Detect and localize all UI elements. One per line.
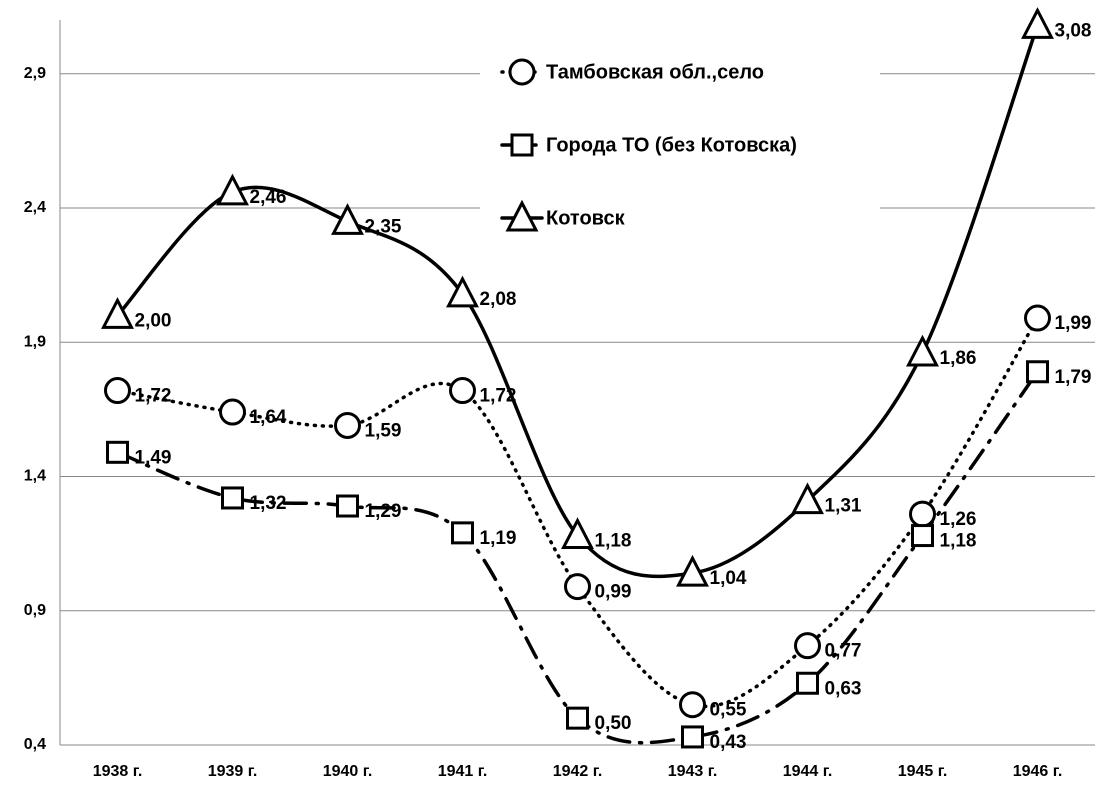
x-tick-label: 1938 г. [93,763,143,780]
data-label: 0,55 [710,700,747,721]
data-label: 2,35 [365,216,402,237]
data-point [449,377,476,405]
data-point [219,398,246,426]
data-point [676,554,709,587]
data-point [336,494,359,518]
data-label: 1,86 [940,348,977,369]
data-label: 1,32 [250,493,287,514]
legend-label: Котовск [546,207,626,229]
x-tick-label: 1940 г. [323,763,373,780]
data-point [451,521,474,545]
y-tick-label: 0,9 [24,602,46,619]
y-tick-label: 2,9 [24,65,46,82]
data-label: 1,49 [135,447,172,468]
data-label: 1,19 [480,528,517,549]
data-label: 0,63 [825,678,862,699]
data-point [681,725,704,749]
data-point [794,632,821,660]
y-tick-label: 1,9 [24,333,46,350]
y-tick-label: 0,4 [24,736,46,753]
data-label: 2,46 [250,187,287,208]
data-label: 0,77 [825,641,862,662]
data-label: 1,29 [365,501,402,522]
data-label: 1,04 [710,568,747,589]
data-label: 0,50 [595,713,632,734]
data-label: 0,99 [595,582,632,603]
data-label: 1,26 [940,509,977,530]
data-label: 2,00 [135,310,172,331]
data-label: 3,08 [1055,20,1092,41]
x-tick-label: 1939 г. [208,763,258,780]
data-label: 0,43 [710,732,747,753]
data-point [104,377,131,405]
data-label: 1,59 [365,420,402,441]
y-tick-label: 1,4 [24,468,46,485]
data-label: 1,18 [940,531,977,552]
series-line [115,316,1040,708]
x-tick-label: 1944 г. [783,763,833,780]
data-point [906,334,939,367]
data-point [679,691,706,719]
legend-marker [510,133,534,157]
data-point [791,482,824,515]
data-label: 1,72 [135,386,172,407]
data-point [561,517,594,550]
data-point [216,173,249,206]
x-tick-label: 1942 г. [553,763,603,780]
data-point [1026,360,1049,384]
data-point [446,275,479,308]
legend-label: Тамбовская обл.,село [546,61,764,83]
legend-label: Города ТО (без Котовска) [546,134,797,156]
data-point [1021,7,1054,39]
legend-marker [505,199,539,232]
data-point [909,500,936,528]
legend-box [480,45,880,245]
x-tick-label: 1946 г. [1013,763,1063,780]
data-point [101,297,134,329]
data-label: 1,18 [595,531,632,552]
data-point [796,671,819,695]
legend-marker [508,58,536,86]
y-tick-label: 2,4 [24,199,46,216]
data-point [334,411,361,439]
data-point [106,440,129,464]
data-label: 1,64 [250,407,287,428]
data-point [564,573,591,601]
x-tick-label: 1945 г. [898,763,948,780]
data-label: 1,31 [825,496,862,517]
data-label: 1,99 [1055,313,1092,334]
data-label: 2,08 [480,289,517,310]
data-label: 1,79 [1055,367,1092,388]
data-point [911,524,934,548]
data-point [221,486,244,510]
data-point [331,203,364,235]
data-label: 1,72 [480,386,517,407]
x-tick-label: 1941 г. [438,763,488,780]
x-tick-label: 1943 г. [668,763,718,780]
data-point [566,706,589,730]
data-point [1024,304,1051,332]
